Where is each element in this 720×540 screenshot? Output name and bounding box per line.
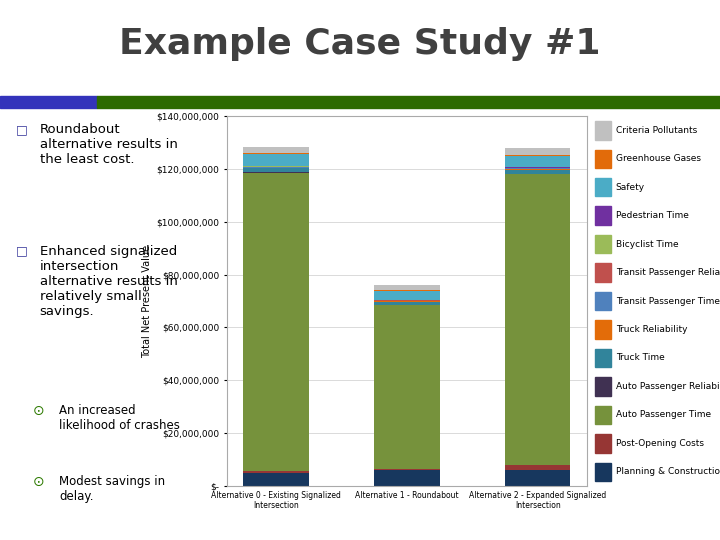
Bar (97, 96, 720, 108)
Bar (595, 292, 611, 310)
Text: Bicyclist Time: Bicyclist Time (616, 240, 678, 248)
Text: □: □ (16, 245, 27, 258)
Text: Post-Opening Costs: Post-Opening Costs (616, 439, 703, 448)
Text: Transit Passenger Reliability: Transit Passenger Reliability (616, 268, 720, 277)
Bar (505, 148, 570, 155)
Text: Transit Passenger Time: Transit Passenger Time (616, 296, 719, 306)
Bar (374, 291, 439, 300)
Text: Greenhouse Gases: Greenhouse Gases (616, 154, 701, 163)
Bar (374, 302, 439, 305)
Bar (374, 285, 439, 290)
Text: Auto Passenger Time: Auto Passenger Time (616, 410, 711, 420)
Text: Truck Time: Truck Time (616, 354, 665, 362)
Text: Planning & Construction Costs: Planning & Construction Costs (616, 467, 720, 476)
Bar (595, 377, 611, 396)
Bar (243, 153, 309, 154)
Bar (505, 156, 570, 167)
Bar (243, 173, 309, 471)
Bar (505, 168, 570, 170)
Bar (243, 471, 309, 473)
Bar (595, 121, 611, 139)
Bar (595, 178, 611, 197)
Bar (243, 147, 309, 153)
Bar (374, 469, 439, 470)
Text: Modest savings in
delay.: Modest savings in delay. (59, 475, 165, 503)
Text: ⊙: ⊙ (33, 404, 45, 417)
Bar (505, 470, 570, 486)
Text: Criteria Pollutants: Criteria Pollutants (616, 126, 697, 135)
Text: □: □ (16, 123, 27, 136)
Bar (595, 349, 611, 367)
Bar (595, 206, 611, 225)
Bar (0, 96, 97, 108)
Bar (243, 168, 309, 172)
Text: Roundabout
alternative results in
the least cost.: Roundabout alternative results in the le… (40, 123, 177, 166)
Bar (243, 154, 309, 166)
Bar (374, 305, 439, 469)
Bar (595, 235, 611, 253)
Text: An increased
likelihood of crashes: An increased likelihood of crashes (59, 404, 180, 431)
Bar (505, 155, 570, 156)
Text: Safety: Safety (616, 183, 644, 192)
Bar (243, 473, 309, 486)
Text: Auto Passenger Reliability: Auto Passenger Reliability (616, 382, 720, 391)
Text: Example Case Study #1: Example Case Study #1 (120, 27, 600, 60)
Bar (595, 434, 611, 453)
Bar (595, 463, 611, 481)
Bar (595, 264, 611, 282)
Text: Pedestrian Time: Pedestrian Time (616, 211, 688, 220)
Y-axis label: Total Net Present Value: Total Net Present Value (142, 245, 152, 357)
Bar (595, 320, 611, 339)
Text: ⊙: ⊙ (33, 475, 45, 489)
Bar (243, 167, 309, 168)
Bar (505, 465, 570, 470)
Bar (505, 170, 570, 174)
Text: Enhanced signalized
intersection
alternative results in
relatively small
savings: Enhanced signalized intersection alterna… (40, 245, 177, 318)
Bar (595, 150, 611, 168)
Bar (374, 470, 439, 486)
Bar (595, 406, 611, 424)
Bar (505, 174, 570, 465)
Text: Truck Reliability: Truck Reliability (616, 325, 687, 334)
